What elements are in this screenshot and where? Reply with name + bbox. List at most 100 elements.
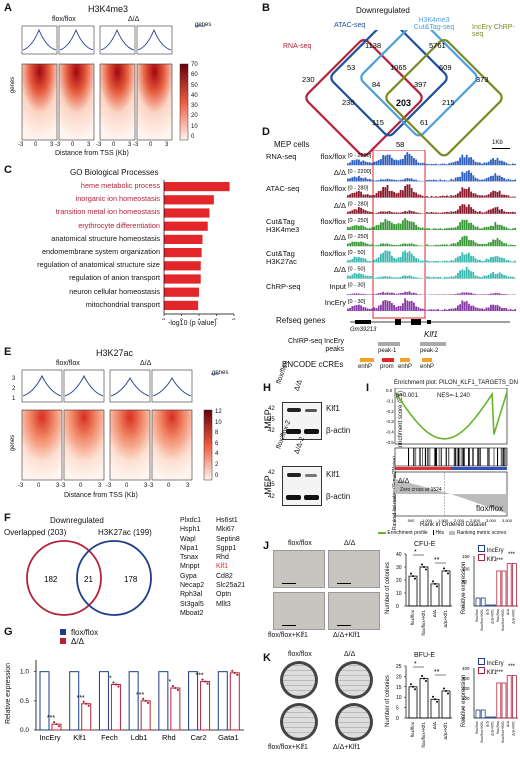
track-signal	[371, 276, 373, 279]
track-signal	[347, 308, 349, 311]
track-signal	[358, 242, 360, 247]
track-signal	[375, 161, 378, 166]
panel-d-tracks: [0 - 2200] [0 - 2200] [0 - 280] [0 - 280] [0…	[345, 150, 516, 325]
track-signal	[393, 159, 395, 166]
panel-d-track-labels: RNA-seq flox/flox Δ/Δ ATAC-seq flox/flox Δ/Δ C…	[266, 150, 346, 330]
track-signal	[476, 194, 479, 198]
panel-e-heatmap-3	[109, 409, 151, 481]
track-genotype-label: flox/flox	[320, 249, 346, 259]
track-signal	[512, 228, 514, 230]
track-signal	[446, 277, 448, 279]
track-signal	[503, 293, 505, 295]
track-signal	[481, 308, 483, 311]
track-signal	[351, 293, 354, 295]
gene-name: Mboat2	[180, 609, 204, 617]
track-signal	[404, 291, 406, 295]
track-signal	[355, 304, 358, 311]
track-signal	[476, 162, 479, 166]
track-signal	[505, 260, 508, 263]
track-signal	[384, 187, 387, 198]
panel-f-title: Downregulated	[50, 516, 104, 525]
track-signal	[347, 195, 349, 198]
track-signal	[448, 196, 450, 198]
track-signal	[481, 195, 483, 198]
track-signal	[496, 175, 499, 182]
colony-bar	[441, 570, 451, 607]
tick: 3	[128, 142, 132, 148]
tick: 0	[112, 142, 116, 148]
es-tick: -0.3	[386, 419, 394, 424]
track-signal	[479, 195, 481, 198]
go-term-label: mitochondrial transport	[85, 299, 160, 309]
track-signal	[463, 220, 466, 230]
track-signal	[468, 269, 470, 279]
track-signal	[371, 227, 373, 230]
dot	[144, 699, 147, 702]
track-signal	[485, 178, 488, 182]
track-signal	[362, 225, 365, 230]
track-signal	[373, 294, 376, 295]
track-signal	[454, 161, 457, 166]
colony-bar	[408, 575, 418, 607]
ccre-bar	[400, 358, 410, 362]
y-tick-label: 100	[462, 567, 470, 572]
panel-k-colony-chart: 25 20 15 10 5 0 flox/flox flox/flox+Klf1 Δ/Δ Δ/Δ+…	[396, 661, 452, 748]
track-signal	[366, 162, 369, 166]
track-signal	[380, 211, 382, 214]
track-signal	[514, 179, 516, 182]
track-signal	[457, 160, 459, 166]
track-signal	[432, 276, 435, 279]
panel-e-label: E	[4, 346, 12, 358]
panel-a-label: A	[4, 2, 12, 14]
track-signal	[408, 243, 411, 247]
gene-name: Rhd	[216, 554, 229, 562]
track-signal	[472, 224, 475, 230]
track-signal	[465, 154, 468, 166]
track-signal	[487, 307, 490, 311]
rel-bar	[491, 604, 497, 607]
track-signal	[375, 277, 378, 279]
venn-value: 1065	[390, 63, 407, 72]
track-signal	[494, 222, 497, 230]
track-signal	[485, 294, 488, 295]
track-signal	[391, 302, 393, 311]
track-signal	[432, 228, 435, 230]
track-signal	[501, 241, 503, 247]
track-signal	[426, 228, 428, 230]
track-signal	[347, 178, 349, 182]
gene-name: Necap2	[180, 582, 205, 590]
track-signal	[371, 195, 373, 198]
track-assay-label: Cut&Tag H3K4me3	[266, 216, 300, 234]
track-signal	[468, 204, 470, 214]
track-signal	[512, 180, 514, 182]
track-signal	[408, 275, 411, 279]
panel-a-group-1: flox/flox	[52, 16, 76, 23]
track-signal	[452, 276, 455, 279]
track-signal	[439, 310, 442, 311]
colony-bar	[408, 686, 418, 719]
track-signal	[448, 228, 450, 230]
track-signal	[358, 293, 360, 295]
track-signal	[461, 187, 464, 198]
panel-d-scale: 1Kb	[492, 140, 503, 146]
track-signal	[397, 192, 400, 198]
bar-delta	[140, 700, 151, 731]
panel-e-yticks: 3 2 1	[12, 374, 15, 404]
track-signal	[476, 243, 479, 247]
track-signal	[417, 162, 420, 166]
track-signal	[402, 211, 404, 214]
panel-a-profile-3	[99, 25, 136, 55]
track-signal	[481, 294, 483, 295]
panel-i-left-pheno: Δ/Δ	[398, 478, 410, 485]
track-signal	[397, 277, 400, 279]
track-signal	[347, 275, 349, 279]
gene-name: Mllt3	[216, 600, 231, 608]
x-category-label: Δ/Δ+Klf1	[443, 610, 448, 628]
panel-e-profile-1	[21, 369, 63, 403]
track-signal	[386, 220, 389, 230]
panel-d-neighbor-gene: Gm39213	[350, 327, 377, 333]
go-bar	[164, 195, 214, 205]
highlight-box	[372, 150, 426, 319]
track-range: [0 - 280]	[348, 202, 369, 208]
track-signal	[498, 190, 501, 198]
